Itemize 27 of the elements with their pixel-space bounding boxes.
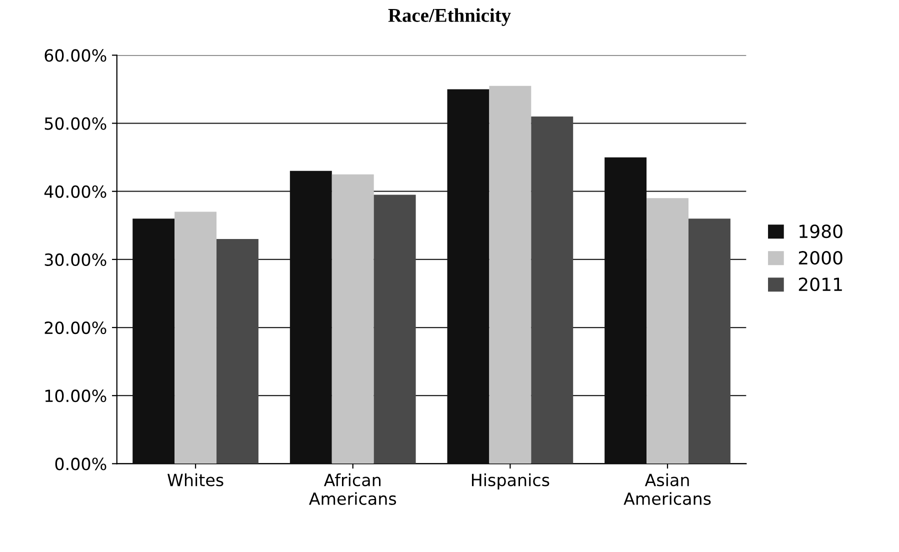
y-tick-label: 10.00% — [45, 390, 106, 402]
x-tick-label: Hispanics — [472, 473, 550, 490]
bar — [447, 89, 490, 464]
bar — [531, 116, 574, 464]
chart-title: Race/Ethnicity — [388, 8, 511, 26]
bar — [290, 170, 332, 464]
legend-label: 1980 — [800, 224, 842, 238]
bar — [688, 218, 730, 464]
x-tick-label: Whites — [168, 473, 224, 486]
bar — [604, 157, 647, 464]
bar — [489, 86, 532, 464]
bar — [216, 239, 258, 464]
bar — [332, 174, 374, 464]
y-tick-label: 0.00% — [55, 458, 106, 470]
bar — [132, 218, 175, 464]
y-tick-label: 40.00% — [44, 185, 106, 198]
y-tick-label: 50.00% — [44, 117, 106, 130]
bar — [174, 212, 217, 464]
bar — [646, 198, 688, 464]
bar — [374, 194, 416, 464]
y-tick-label: 60.00% — [44, 49, 106, 62]
legend-label: 2000 — [798, 251, 842, 265]
y-tick-label: 30.00% — [44, 253, 106, 266]
legend-label: 2011 — [798, 278, 842, 292]
y-tick-label: 20.00% — [44, 321, 106, 334]
x-tick-label: Asian Americans — [624, 473, 711, 505]
x-tick-label: African Americans — [308, 473, 396, 505]
